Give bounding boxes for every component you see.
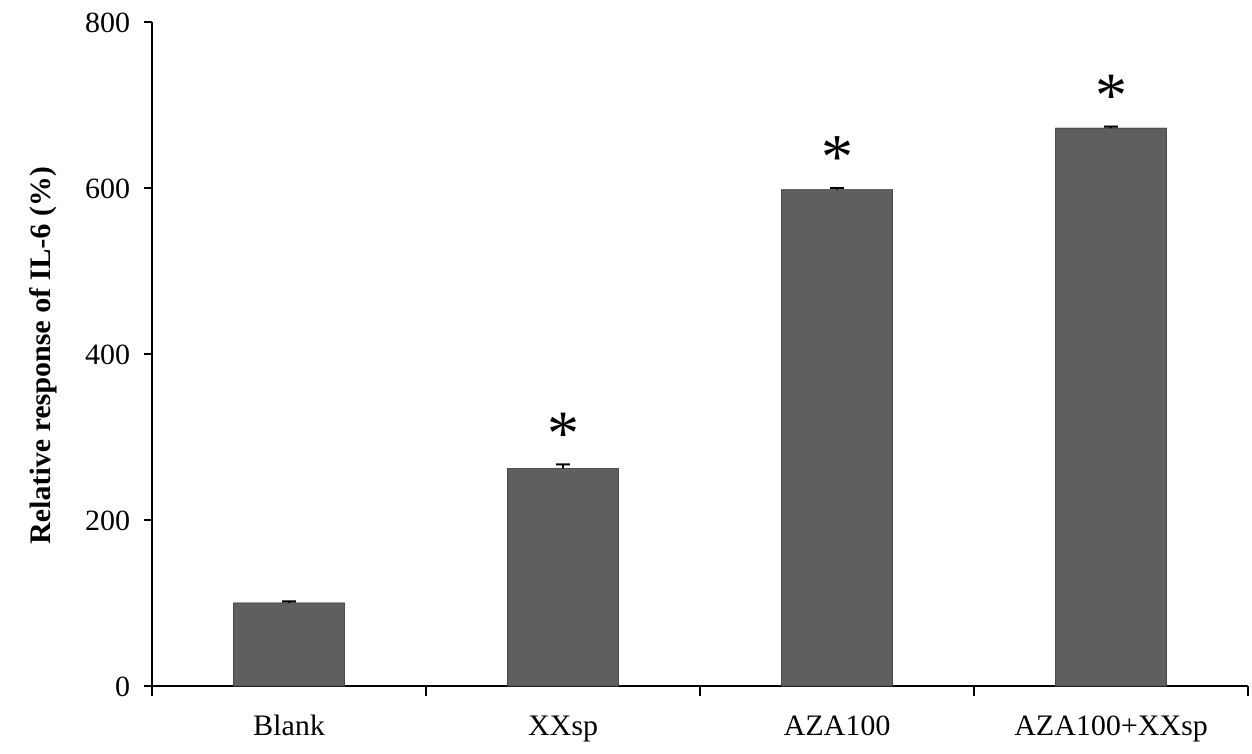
plot-area: 0 200 400 600 800 Blank XXsp * AZA100 * AZA100+XXs… <box>85 6 1249 742</box>
y-tick-label: 600 <box>85 172 130 205</box>
y-tick-label: 0 <box>115 670 130 703</box>
significance-marker: * <box>821 121 853 192</box>
x-tick-label: XXsp <box>528 709 598 742</box>
y-axis-title: Relative response of IL-6 (%) <box>24 166 57 544</box>
bar <box>1055 127 1167 687</box>
x-tick-label: AZA100+XXsp <box>1014 709 1208 742</box>
x-tick-label: Blank <box>253 709 325 742</box>
bar <box>507 468 619 687</box>
bar <box>781 189 893 687</box>
significance-marker: * <box>1095 60 1127 131</box>
y-tick-label: 200 <box>85 504 130 537</box>
x-tick-label: AZA100 <box>784 709 891 742</box>
significance-marker: * <box>547 397 579 468</box>
y-tick-label: 400 <box>85 338 130 371</box>
y-tick-label: 800 <box>85 6 130 39</box>
bar <box>233 602 345 687</box>
